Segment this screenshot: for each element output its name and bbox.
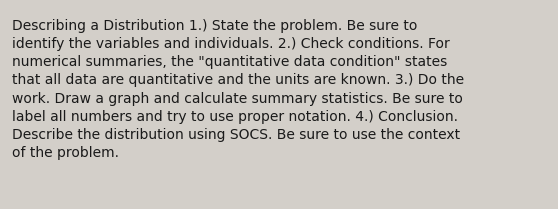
Text: Describing a Distribution 1.) State the problem. Be sure to
identify the variabl: Describing a Distribution 1.) State the … — [12, 19, 464, 160]
